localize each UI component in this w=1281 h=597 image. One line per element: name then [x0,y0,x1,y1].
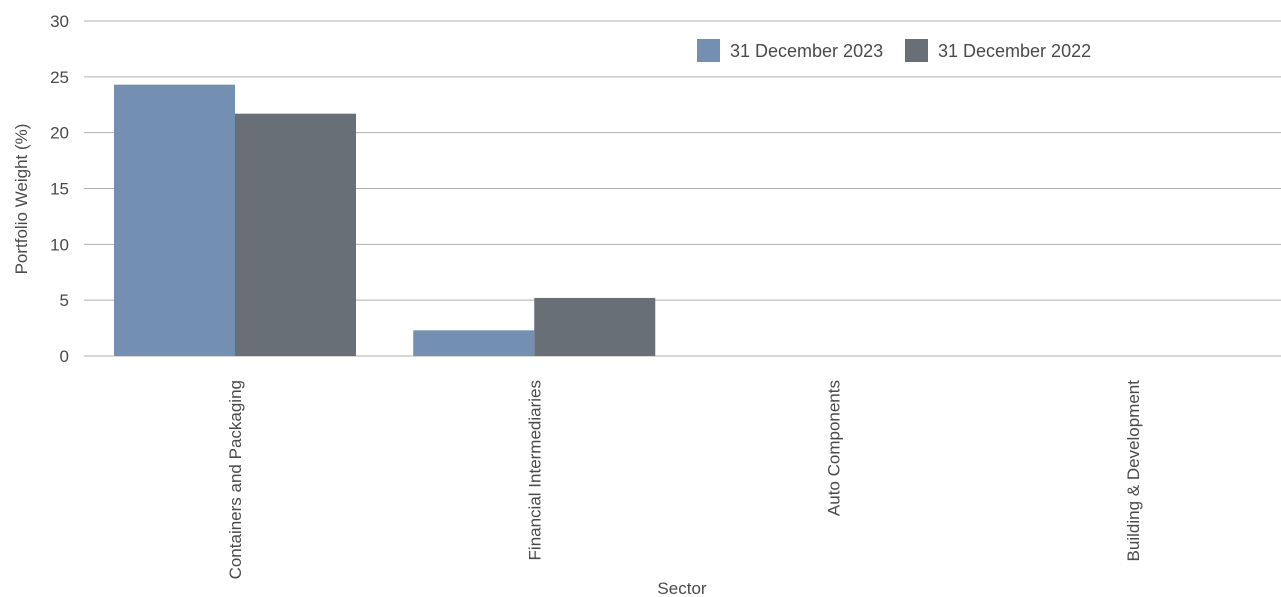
y-tick-label: 10 [50,235,69,254]
x-tick-label: Containers and Packaging [226,380,245,579]
legend-swatch [697,39,720,62]
x-tick-label: Financial Intermediaries [525,380,544,560]
bar [413,330,535,356]
x-tick-label: Auto Components [825,380,844,516]
y-tick-label: 15 [50,180,69,199]
bar [114,84,235,357]
legend-swatch [905,39,928,62]
x-tick-label: Building & Development [1124,380,1143,562]
bar [235,113,356,356]
y-tick-label: 5 [60,291,69,310]
legend-label: 31 December 2023 [730,41,883,61]
y-tick-label: 25 [50,68,69,87]
bar [534,297,656,356]
y-axis-title: Portfolio Weight (%) [12,124,31,275]
legend-label: 31 December 2022 [938,41,1091,61]
y-tick-label: 30 [50,12,69,31]
y-tick-label: 20 [50,124,69,143]
legend: 31 December 2023 31 December 2022 [697,39,1091,62]
y-axis-ticks: 0 5 10 15 20 25 30 [50,12,69,366]
y-tick-label: 0 [60,347,69,366]
x-axis-category-labels: Containers and Packaging Financial Interm… [226,380,1143,580]
bars [114,84,656,357]
x-axis-title: Sector [657,579,706,597]
